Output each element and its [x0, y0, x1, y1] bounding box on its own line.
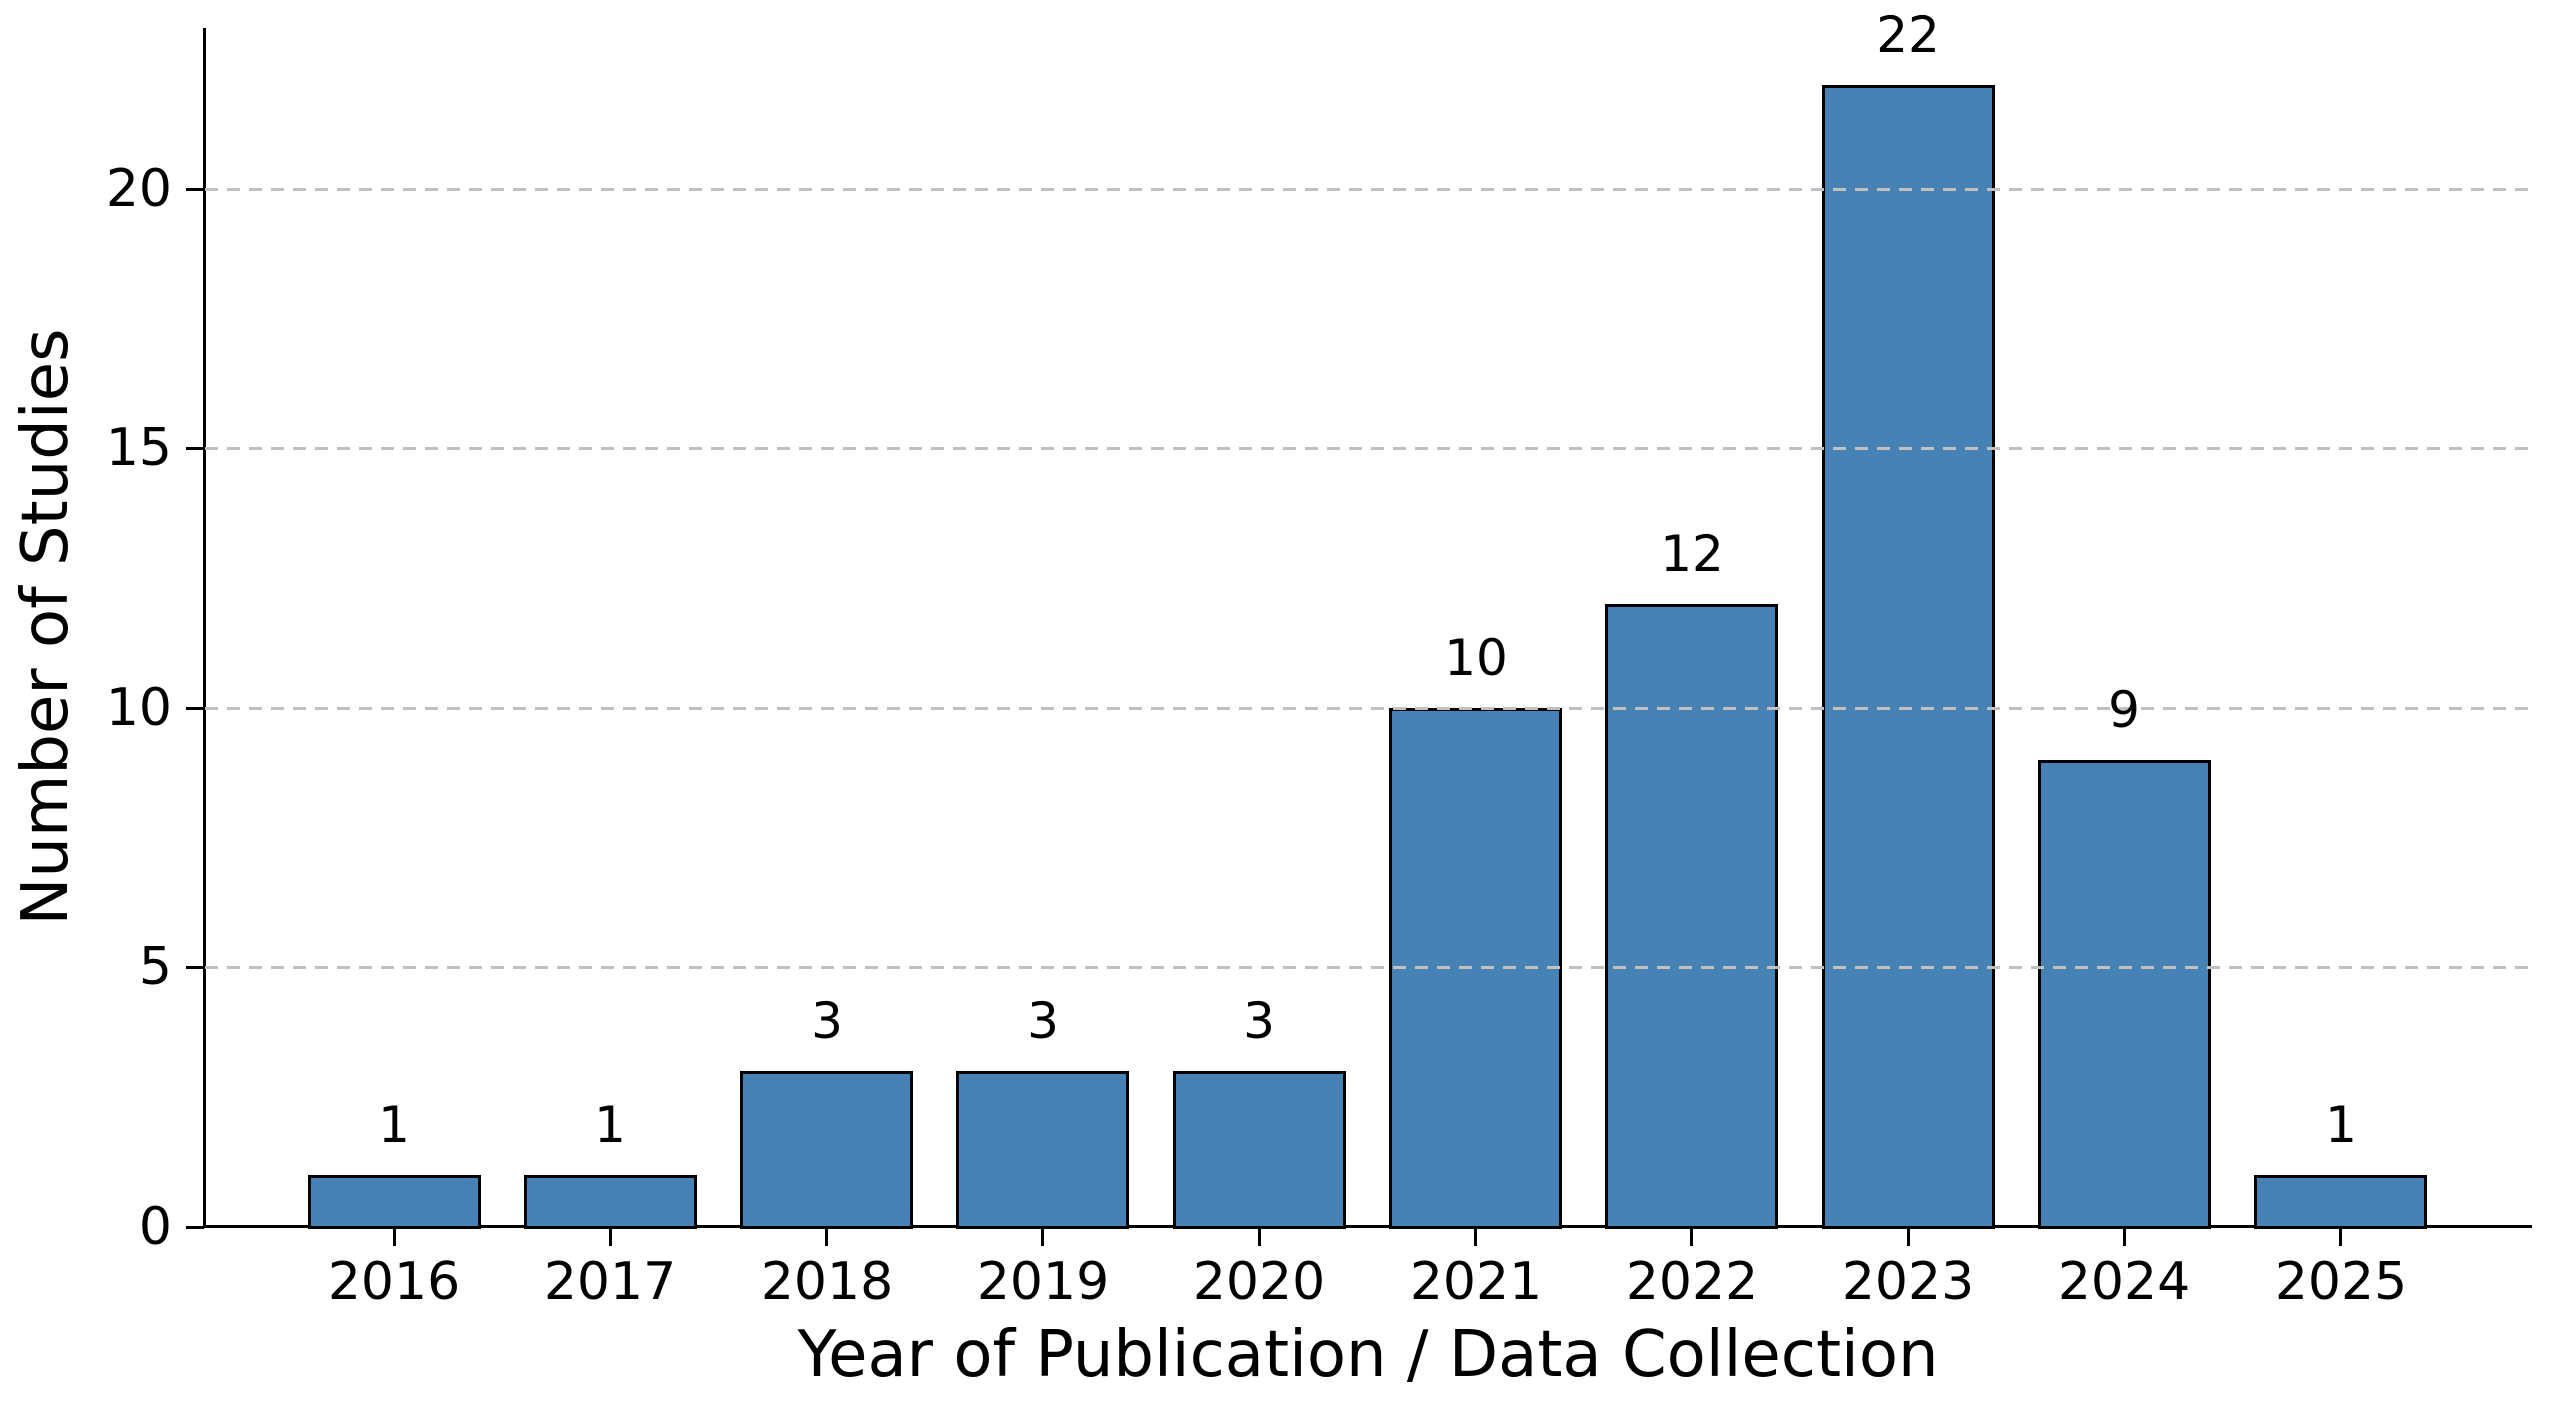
bar-2016 [308, 1175, 481, 1229]
bar-2019 [956, 1071, 1129, 1229]
x-tick-2023 [1907, 1228, 1910, 1246]
x-tick-2025 [2339, 1228, 2342, 1246]
x-tick-label-2023: 2023 [1841, 1252, 1975, 1312]
y-tick-0 [186, 1226, 204, 1229]
y-tick-5 [186, 966, 204, 969]
x-tick-2024 [2123, 1228, 2126, 1246]
gridline-y-10 [205, 707, 2531, 710]
gridline-y-15 [205, 447, 2531, 450]
x-tick-label-2019: 2019 [976, 1252, 1110, 1312]
plot-area: 1 1 3 3 3 10 12 22 9 1 [205, 10, 2531, 1229]
y-tick-20 [186, 188, 204, 191]
x-tick-label-2024: 2024 [2057, 1252, 2191, 1312]
bar-value-label-2021: 10 [1444, 629, 1508, 687]
y-tick-label-20: 20 [105, 159, 172, 219]
x-tick-label-2020: 2020 [1192, 1252, 1326, 1312]
x-axis-title: Year of Publication / Data Collection [797, 1318, 1939, 1392]
y-tick-10 [186, 707, 204, 710]
bar-value-label-2025: 1 [2325, 1096, 2357, 1154]
bar-value-label-2020: 3 [1243, 992, 1275, 1050]
y-tick-15 [186, 447, 204, 450]
x-axis-spine [203, 1225, 2532, 1228]
x-tick-label-2021: 2021 [1409, 1252, 1543, 1312]
bar-2018 [740, 1071, 913, 1229]
bar-value-label-2023: 22 [1876, 6, 1940, 64]
gridline-y-20 [205, 188, 2531, 191]
x-tick-label-2025: 2025 [2274, 1252, 2408, 1312]
bar-value-label-2024: 9 [2108, 681, 2140, 739]
bar-value-label-2017: 1 [594, 1096, 626, 1154]
x-tick-2018 [825, 1228, 828, 1246]
bar-2020 [1173, 1071, 1346, 1229]
y-axis-title: Number of Studies [9, 328, 83, 926]
bar-value-label-2018: 3 [811, 992, 843, 1050]
y-tick-label-15: 15 [105, 418, 172, 478]
bar-2025 [2254, 1175, 2427, 1229]
y-tick-label-5: 5 [138, 937, 172, 997]
x-tick-label-2018: 2018 [760, 1252, 894, 1312]
bar-2017 [524, 1175, 697, 1229]
x-tick-2022 [1690, 1228, 1693, 1246]
bar-value-label-2016: 1 [378, 1096, 410, 1154]
gridlines-layer [205, 28, 2531, 1227]
x-tick-label-2022: 2022 [1625, 1252, 1759, 1312]
x-tick-2017 [609, 1228, 612, 1246]
x-tick-2021 [1474, 1228, 1477, 1246]
x-tick-label-2016: 2016 [327, 1252, 461, 1312]
x-tick-2020 [1258, 1228, 1261, 1246]
x-tick-2016 [393, 1228, 396, 1246]
bar-2023 [1822, 85, 1995, 1229]
y-tick-label-10: 10 [105, 678, 172, 738]
x-tick-label-2017: 2017 [543, 1252, 677, 1312]
y-tick-label-0: 0 [138, 1197, 172, 1257]
bar-value-label-2022: 12 [1660, 525, 1724, 583]
y-axis-spine [203, 28, 206, 1228]
bar-2024 [2038, 760, 2211, 1229]
bar-value-label-2019: 3 [1027, 992, 1059, 1050]
bar-value-labels-layer: 1 1 3 3 3 10 12 22 9 1 [205, 10, 2531, 1227]
gridline-y-5 [205, 966, 2531, 969]
x-tick-2019 [1041, 1228, 1044, 1246]
